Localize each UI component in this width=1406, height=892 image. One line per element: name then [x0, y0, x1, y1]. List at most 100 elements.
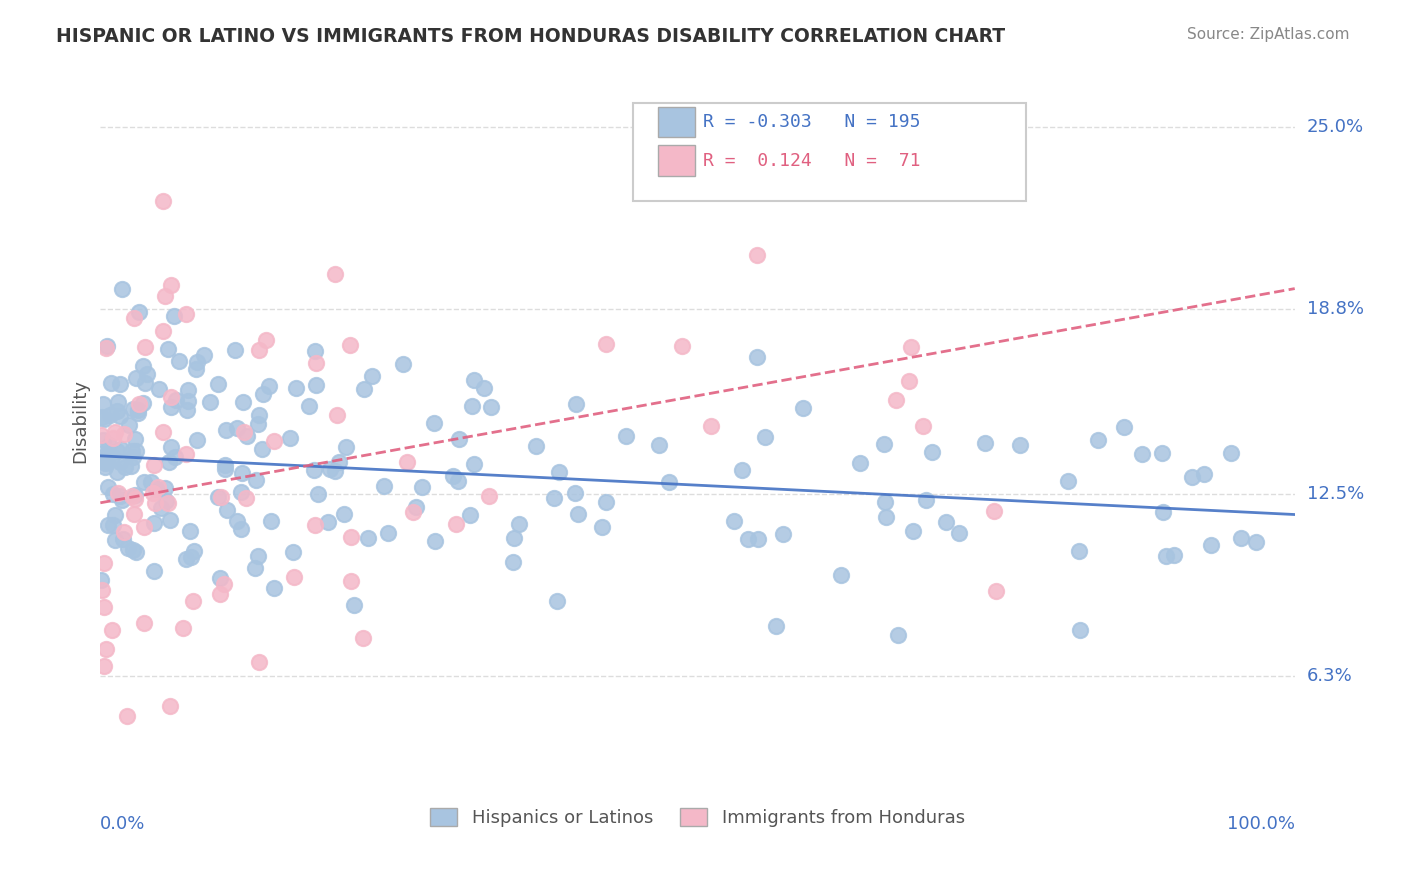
Point — [281, 544, 304, 558]
Point — [104, 533, 127, 547]
Point — [152, 425, 174, 439]
Point — [114, 460, 136, 475]
Point — [90, 428, 112, 442]
Point — [339, 337, 361, 351]
Point — [101, 450, 124, 464]
Text: 18.8%: 18.8% — [1306, 300, 1364, 318]
Point — [136, 367, 159, 381]
Point — [93, 412, 115, 426]
Point — [984, 584, 1007, 599]
Point — [658, 475, 681, 489]
Text: 6.3%: 6.3% — [1306, 667, 1353, 685]
Point — [1163, 549, 1185, 563]
Point — [252, 387, 274, 401]
Point — [118, 418, 141, 433]
Point — [323, 267, 346, 281]
Point — [898, 374, 921, 388]
Point — [153, 289, 176, 303]
Point — [231, 485, 253, 500]
Point — [887, 628, 910, 642]
Point — [226, 420, 249, 434]
Text: HISPANIC OR LATINO VS IMMIGRANTS FROM HONDURAS DISABILITY CORRELATION CHART: HISPANIC OR LATINO VS IMMIGRANTS FROM HO… — [56, 27, 1005, 45]
Point — [474, 381, 496, 395]
Point — [101, 431, 124, 445]
Point — [174, 552, 197, 566]
Point — [247, 549, 270, 563]
Point — [280, 431, 302, 445]
Point — [232, 395, 254, 409]
Text: 0.0%: 0.0% — [100, 815, 146, 833]
Point — [143, 516, 166, 530]
Point — [125, 545, 148, 559]
Point — [1087, 433, 1109, 447]
Point — [361, 369, 384, 384]
Point — [231, 522, 253, 536]
Point — [302, 463, 325, 477]
Point — [772, 527, 794, 541]
Point — [340, 574, 363, 588]
Point — [304, 517, 326, 532]
Point — [830, 567, 852, 582]
Point — [157, 496, 180, 510]
Point — [177, 393, 200, 408]
Point — [160, 390, 183, 404]
Point — [148, 480, 170, 494]
Point — [120, 458, 142, 473]
Point — [326, 408, 349, 422]
Point — [402, 505, 425, 519]
Point — [101, 487, 124, 501]
Point — [212, 577, 235, 591]
Point — [160, 440, 183, 454]
Point — [97, 479, 120, 493]
Point — [93, 556, 115, 570]
Point — [377, 526, 399, 541]
Point — [503, 531, 526, 545]
Point — [285, 381, 308, 395]
Point — [765, 619, 787, 633]
Point — [107, 395, 129, 409]
Point — [524, 439, 547, 453]
Point — [263, 581, 285, 595]
Point — [283, 569, 305, 583]
Point — [247, 343, 270, 358]
Point — [108, 455, 131, 469]
Point — [335, 440, 357, 454]
Point — [122, 542, 145, 557]
Point — [122, 450, 145, 464]
Point — [458, 508, 481, 522]
Point — [179, 524, 201, 538]
Point — [548, 465, 571, 479]
Point — [1152, 505, 1174, 519]
Point — [94, 447, 117, 461]
Point — [231, 467, 253, 481]
Point — [1244, 535, 1267, 549]
Point — [260, 514, 283, 528]
Point — [165, 450, 187, 464]
Point — [983, 503, 1005, 517]
Point — [112, 427, 135, 442]
Point — [159, 513, 181, 527]
Point — [731, 463, 754, 477]
Point — [132, 475, 155, 489]
Point — [94, 456, 117, 470]
Point — [98, 438, 121, 452]
Point — [214, 462, 236, 476]
Point — [186, 355, 208, 369]
Point — [107, 486, 129, 500]
Point — [543, 491, 565, 505]
Point — [233, 425, 256, 439]
Point — [98, 408, 121, 422]
Point — [423, 534, 446, 549]
Point — [157, 342, 180, 356]
Point — [105, 403, 128, 417]
Point — [90, 573, 112, 587]
Point — [235, 491, 257, 506]
Point — [737, 532, 759, 546]
Point — [94, 460, 117, 475]
Point — [935, 515, 957, 529]
Point — [1069, 624, 1091, 638]
Point — [207, 377, 229, 392]
Point — [209, 490, 232, 504]
Point — [214, 458, 236, 472]
Point — [127, 403, 149, 417]
